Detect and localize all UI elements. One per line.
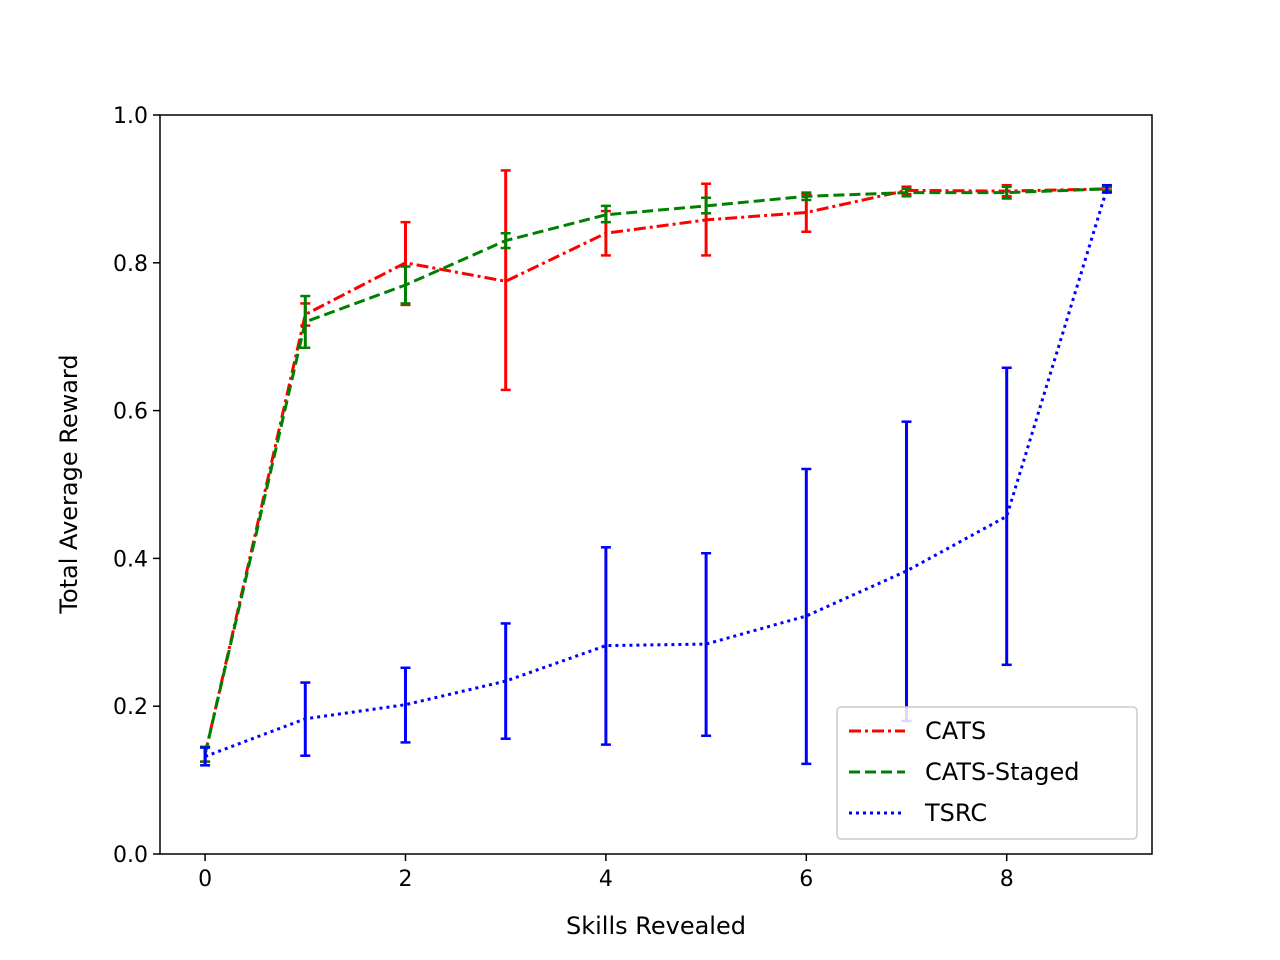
ticks-layer: 0 2 4 6 8 0.0 0.2 0.4 0.6 0.8 1.0: [113, 104, 1014, 892]
legend-label-cats: CATS: [925, 717, 986, 745]
series-line: [203, 187, 1107, 755]
y-tick-label: 0.8: [113, 252, 148, 277]
series-line: [203, 187, 1107, 755]
y-axis-label: Total Average Reward: [55, 354, 83, 614]
y-tick-label: 0.4: [113, 547, 148, 572]
legend-label-cats-staged: CATS-Staged: [925, 758, 1079, 786]
series-layer: [200, 169, 1112, 767]
x-tick-label: 8: [1000, 867, 1014, 892]
y-tick-label: 1.0: [113, 104, 148, 129]
series-tsrc: [200, 183, 1112, 767]
x-tick-label: 0: [198, 867, 212, 892]
legend: CATS CATS-Staged TSRC: [836, 706, 1138, 840]
axes-frame: [159, 114, 1153, 855]
x-tick-label: 2: [398, 867, 412, 892]
y-tick-label: 0.0: [113, 843, 148, 868]
legend-label-tsrc: TSRC: [924, 799, 987, 827]
x-axis-label: Skills Revealed: [566, 912, 746, 940]
x-tick-label: 4: [599, 867, 613, 892]
y-tick-label: 0.2: [113, 695, 148, 720]
x-tick-label: 6: [799, 867, 813, 892]
y-tick-label: 0.6: [113, 400, 148, 425]
legend-box: [836, 706, 1138, 840]
